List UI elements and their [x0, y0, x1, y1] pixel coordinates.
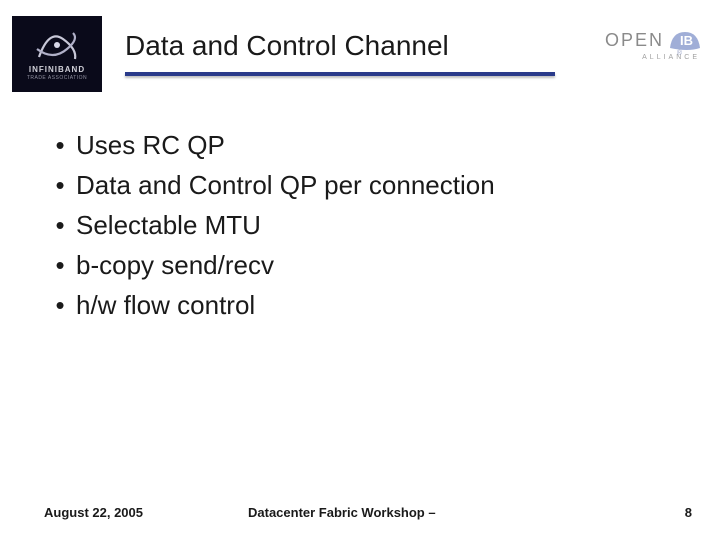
list-item: • b-copy send/recv — [44, 248, 664, 282]
list-item: • Selectable MTU — [44, 208, 664, 242]
footer-date: August 22, 2005 — [44, 505, 143, 520]
footer-page-number: 8 — [685, 505, 692, 520]
bullet-icon: • — [44, 168, 76, 202]
slide-header: INFINIBAND TRADE ASSOCIATION Data and Co… — [0, 0, 720, 100]
bullet-icon: • — [44, 248, 76, 282]
slide-body: • Uses RC QP • Data and Control QP per c… — [44, 128, 664, 328]
bullet-icon: • — [44, 288, 76, 322]
title-area: Data and Control Channel — [125, 30, 555, 76]
slide-footer: August 22, 2005 Datacenter Fabric Worksh… — [0, 500, 720, 520]
bullet-text: Uses RC QP — [76, 128, 225, 162]
list-item: • h/w flow control — [44, 288, 664, 322]
bullet-text: Selectable MTU — [76, 208, 261, 242]
svg-text:IB: IB — [680, 33, 693, 48]
footer-title: Datacenter Fabric Workshop – — [248, 505, 436, 520]
infiniband-logo-subtext: TRADE ASSOCIATION — [27, 75, 87, 81]
bullet-icon: • — [44, 208, 76, 242]
list-item: • Data and Control QP per connection — [44, 168, 664, 202]
openib-alliance-text: ALLIANCE — [642, 54, 700, 61]
title-underline — [125, 72, 555, 76]
openib-open-text: OPEN — [605, 30, 664, 51]
openib-logo: ® OPEN IB ALLIANCE — [572, 28, 702, 78]
bullet-text: h/w flow control — [76, 288, 255, 322]
bullet-icon: • — [44, 128, 76, 162]
infiniband-logo-text: INFINIBAND — [29, 65, 85, 74]
bullet-text: b-copy send/recv — [76, 248, 274, 282]
infiniband-swirl-icon — [33, 27, 81, 63]
ib-badge-icon: IB — [668, 28, 702, 52]
bullet-list: • Uses RC QP • Data and Control QP per c… — [44, 128, 664, 322]
bullet-text: Data and Control QP per connection — [76, 168, 495, 202]
list-item: • Uses RC QP — [44, 128, 664, 162]
openib-logo-main: OPEN IB — [605, 28, 702, 52]
infiniband-logo: INFINIBAND TRADE ASSOCIATION — [12, 16, 102, 92]
slide-title: Data and Control Channel — [125, 30, 555, 62]
